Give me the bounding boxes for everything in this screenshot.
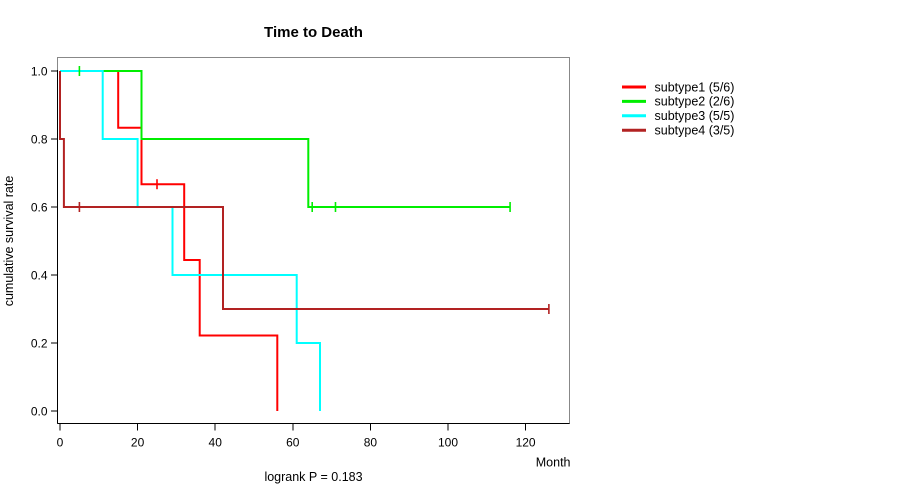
y-tick-label: 0.8: [31, 132, 48, 146]
x-tick-label: 20: [131, 436, 145, 450]
y-tick-label: 1.0: [31, 64, 48, 78]
y-axis-ticks: 0.0 0.2 0.4 0.6 0.8 1.0: [31, 64, 58, 418]
km-curve-subtype4: [59, 71, 549, 310]
y-tick-label: 0.0: [31, 404, 48, 418]
x-tick-label: 100: [438, 436, 458, 450]
legend: subtype1 (5/6)subtype2 (2/6)subtype3 (5/…: [622, 80, 734, 138]
logrank-p-value: logrank P = 0.183: [264, 470, 362, 484]
legend-item-subtype4: subtype4 (3/5): [622, 124, 734, 138]
legend-label: subtype4 (3/5): [655, 124, 735, 138]
km-curve-subtype3: [60, 70, 321, 411]
legend-label: subtype1 (5/6): [655, 80, 735, 94]
chart-title: Time to Death: [264, 24, 363, 41]
y-tick-label: 0.4: [31, 268, 48, 282]
legend-item-subtype2: subtype2 (2/6): [622, 95, 734, 109]
y-tick-label: 0.6: [31, 200, 48, 214]
x-axis-ticks: 0 20 40 60 80 100 120: [57, 423, 536, 450]
km-curve-subtype1: [60, 70, 279, 411]
legend-label: subtype3 (5/5): [655, 109, 735, 123]
legend-item-subtype1: subtype1 (5/6): [622, 80, 734, 94]
x-tick-label: 120: [516, 436, 536, 450]
plot-border: [56, 56, 571, 425]
km-curve-subtype2: [60, 70, 511, 208]
legend-item-subtype3: subtype3 (5/5): [622, 109, 734, 123]
x-tick-label: 60: [286, 436, 300, 450]
x-tick-label: 80: [364, 436, 378, 450]
x-axis-label: Month: [536, 456, 571, 470]
y-tick-label: 0.2: [31, 336, 48, 350]
x-tick-label: 40: [209, 436, 223, 450]
legend-label: subtype2 (2/6): [655, 95, 735, 109]
km-curves: [59, 70, 549, 411]
censor-marks: [78, 66, 550, 314]
y-axis-label: cumulative survival rate: [2, 176, 16, 307]
x-tick-label: 0: [57, 436, 64, 450]
